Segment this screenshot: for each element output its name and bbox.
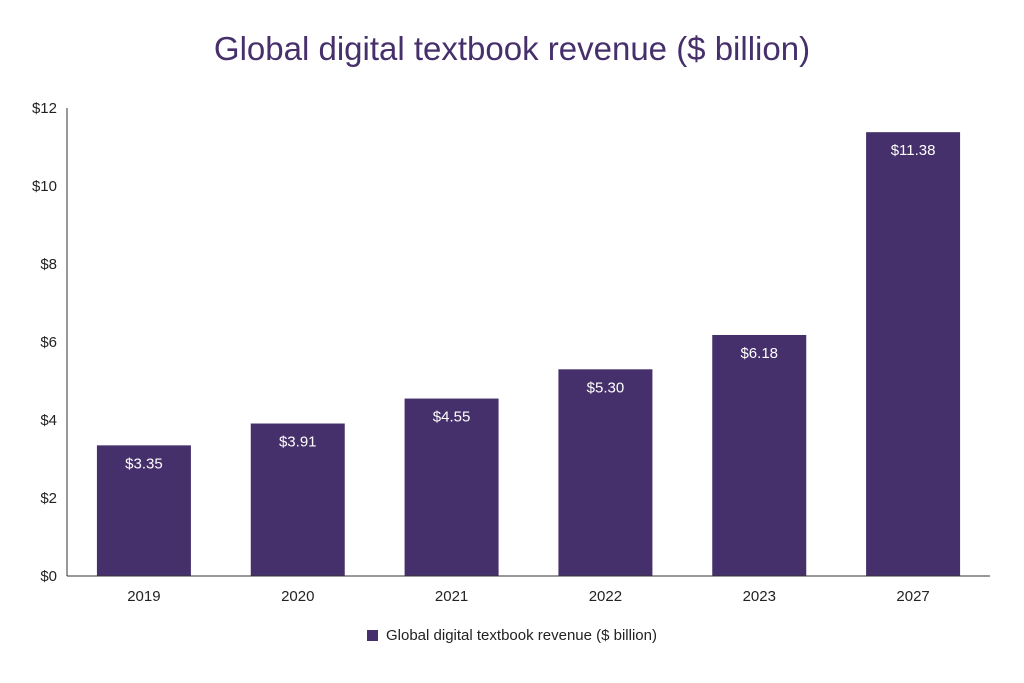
y-tick-label: $8 [40,256,57,273]
bars-group: $3.35 $3.91 $4.55 $5.30 $6.18 $11.38 [96,132,961,576]
bar-2019 [96,445,191,576]
x-tick-label: 2019 [127,588,160,605]
data-label-2027: $11.38 [891,142,936,159]
bar-2022 [558,369,653,576]
legend: Global digital textbook revenue ($ billi… [0,627,1024,644]
y-tick-label: $12 [32,100,57,117]
data-label-2020: $3.91 [279,434,317,451]
y-tick-label: $4 [40,412,57,429]
data-label-2023: $6.18 [740,345,778,362]
chart-title: Global digital textbook revenue ($ billi… [213,30,811,67]
x-tick-label: 2027 [896,588,929,605]
bar-2023 [712,334,807,576]
y-tick-label: $6 [40,334,57,351]
bar-2020 [250,423,345,576]
legend-label: Global digital textbook revenue ($ billi… [386,627,657,644]
y-axis-ticks: $0 $2 $4 $6 $8 $10 $12 [32,100,57,585]
x-tick-label: 2023 [743,588,776,605]
y-tick-label: $0 [40,568,57,585]
x-tick-label: 2021 [435,588,468,605]
legend-swatch [367,630,378,641]
data-label-2019: $3.35 [125,455,163,472]
data-label-2022: $5.30 [587,379,625,396]
x-tick-label: 2020 [281,588,314,605]
bar-2027 [866,132,961,576]
bar-2021 [404,398,499,576]
y-tick-label: $2 [40,490,57,507]
y-tick-label: $10 [32,178,57,195]
x-axis-ticks: 2019 2020 2021 2022 2023 2027 [127,588,930,605]
x-tick-label: 2022 [589,588,622,605]
data-label-2021: $4.55 [433,409,471,426]
